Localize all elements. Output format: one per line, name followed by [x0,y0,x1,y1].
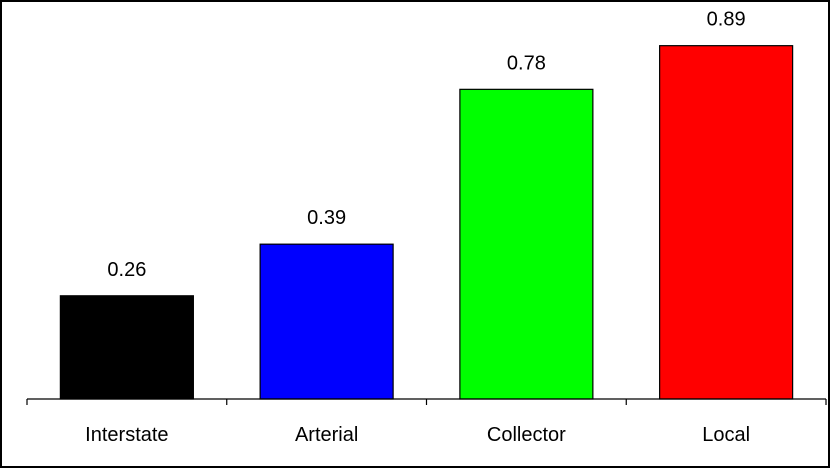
bar-local [659,45,794,400]
value-label-interstate: 0.26 [107,259,146,281]
category-label-collector: Collector [487,424,566,446]
value-labels-layer: 0.26 0.39 0.78 0.89 [107,9,745,281]
value-label-arterial: 0.39 [307,207,346,229]
x-axis: Interstate Arterial Collector Local [26,398,827,446]
value-label-collector: 0.78 [507,52,546,74]
category-label-interstate: Interstate [85,424,168,446]
bar-interstate [59,295,194,400]
category-label-arterial: Arterial [295,424,358,446]
value-label-local: 0.89 [707,9,746,31]
category-label-local: Local [702,424,750,446]
bar-collector [459,88,594,400]
bars-layer [59,45,794,400]
bar-arterial [259,243,394,400]
